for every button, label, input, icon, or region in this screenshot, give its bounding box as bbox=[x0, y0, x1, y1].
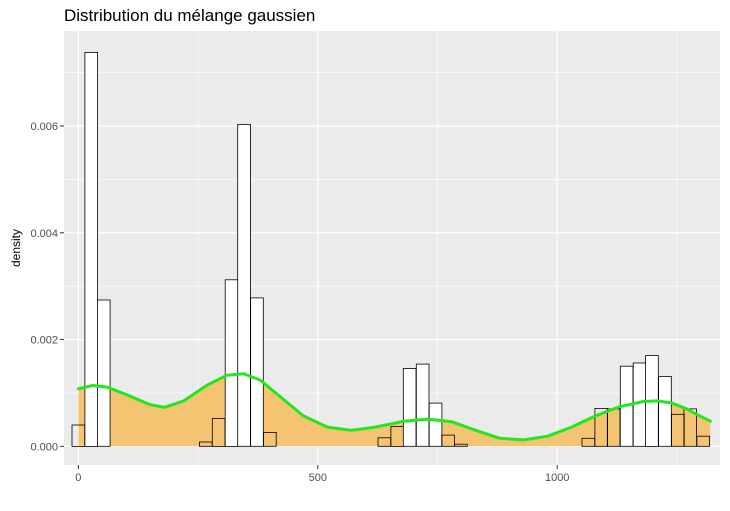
histogram-bar bbox=[71, 424, 86, 447]
histogram-bar bbox=[671, 413, 685, 447]
histogram-bar bbox=[198, 441, 213, 447]
histogram-bar bbox=[658, 375, 672, 447]
histogram-bar bbox=[454, 443, 468, 447]
histogram-bar bbox=[237, 124, 251, 447]
histogram-bar bbox=[377, 437, 392, 447]
histogram-bar bbox=[263, 431, 277, 447]
density-line bbox=[76, 372, 712, 442]
x-tick-label: 0 bbox=[75, 472, 81, 484]
histogram-bar bbox=[250, 297, 264, 447]
histogram-bar bbox=[224, 279, 239, 447]
histogram-bar bbox=[84, 52, 99, 447]
y-tick-label: 0.004 bbox=[30, 228, 58, 240]
x-tick-label: 1000 bbox=[545, 472, 569, 484]
chart-title: Distribution du mélange gaussien bbox=[64, 6, 316, 25]
y-axis: 0.000 0.002 0.004 0.006 bbox=[30, 121, 64, 453]
y-tick-label: 0.006 bbox=[30, 121, 58, 133]
histogram-bar bbox=[696, 435, 711, 447]
x-axis: 0 500 1000 bbox=[75, 465, 569, 484]
major-gridlines bbox=[64, 31, 720, 465]
histogram-bar bbox=[441, 434, 455, 447]
histogram-bar bbox=[97, 299, 111, 447]
histogram-bar bbox=[606, 408, 621, 447]
histogram-bar bbox=[581, 437, 596, 447]
histogram-bar bbox=[402, 367, 417, 447]
histogram-bar bbox=[390, 426, 404, 447]
density-line-layer bbox=[76, 372, 712, 442]
x-tick-label: 500 bbox=[309, 472, 327, 484]
histogram-bar bbox=[428, 402, 443, 447]
y-tick-label: 0.002 bbox=[30, 335, 58, 347]
histogram-bars bbox=[71, 52, 711, 447]
histogram-bar bbox=[415, 363, 430, 447]
histogram-bar bbox=[211, 418, 226, 447]
y-tick-label: 0.000 bbox=[30, 441, 58, 453]
histogram-bar bbox=[683, 408, 698, 447]
y-axis-label: density bbox=[9, 229, 23, 267]
